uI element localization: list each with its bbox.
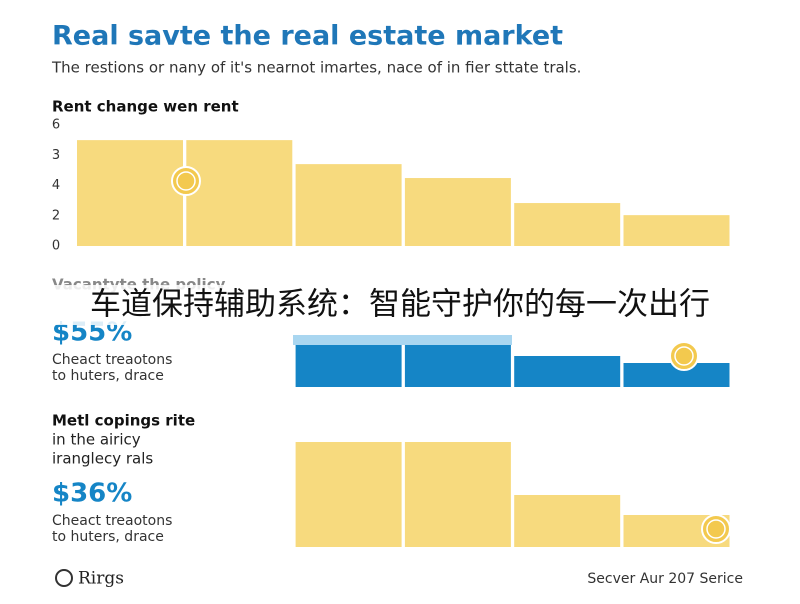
- bar: [514, 495, 621, 547]
- panel-title: Rent change wen rent: [52, 98, 239, 116]
- bar: [295, 343, 402, 387]
- coin-icon: [701, 514, 731, 544]
- title: Real savte the real estate market: [52, 21, 563, 52]
- bar: [186, 140, 293, 246]
- coin-icon: [674, 346, 694, 366]
- subtitle: The restions or nany of it's nearnot ima…: [51, 59, 581, 77]
- big-number: $36%: [52, 479, 132, 509]
- bar: [404, 178, 511, 246]
- bar: [295, 164, 402, 246]
- bar: [77, 140, 183, 246]
- coin-icon: [171, 166, 201, 196]
- caption: to huters, drace: [52, 529, 164, 545]
- bar: [404, 442, 511, 547]
- y-tick-label: 4: [52, 178, 60, 193]
- caption: Cheact treaotons: [52, 513, 172, 529]
- banner-bg: [0, 285, 800, 325]
- bar: [623, 215, 730, 246]
- y-tick-label: 3: [52, 148, 60, 163]
- caption: in the airicy: [52, 431, 141, 449]
- coin-icon: [669, 341, 699, 371]
- banner: 车道保持辅助系统：智能守护你的每一次出行: [90, 287, 710, 323]
- bar: [514, 203, 621, 246]
- coin-icon: [176, 171, 196, 191]
- y-tick-label: 2: [52, 208, 60, 223]
- bar: [295, 442, 402, 547]
- caption: Cheact treaotons: [52, 352, 172, 368]
- caption: iranglecy rals: [52, 450, 153, 468]
- highlight: [293, 335, 512, 345]
- footer-note: Secver Aur 207 Serice: [587, 571, 743, 587]
- coin-icon: [706, 519, 726, 539]
- y-tick-label: 6: [52, 118, 60, 133]
- bar: [404, 343, 511, 387]
- caption: to huters, drace: [52, 368, 164, 384]
- y-tick-label: 0: [52, 239, 60, 254]
- bar: [514, 356, 621, 387]
- brand-icon: [55, 569, 73, 587]
- brand: Rirgs: [78, 569, 124, 589]
- panel-title: Metl copings rite: [52, 412, 195, 430]
